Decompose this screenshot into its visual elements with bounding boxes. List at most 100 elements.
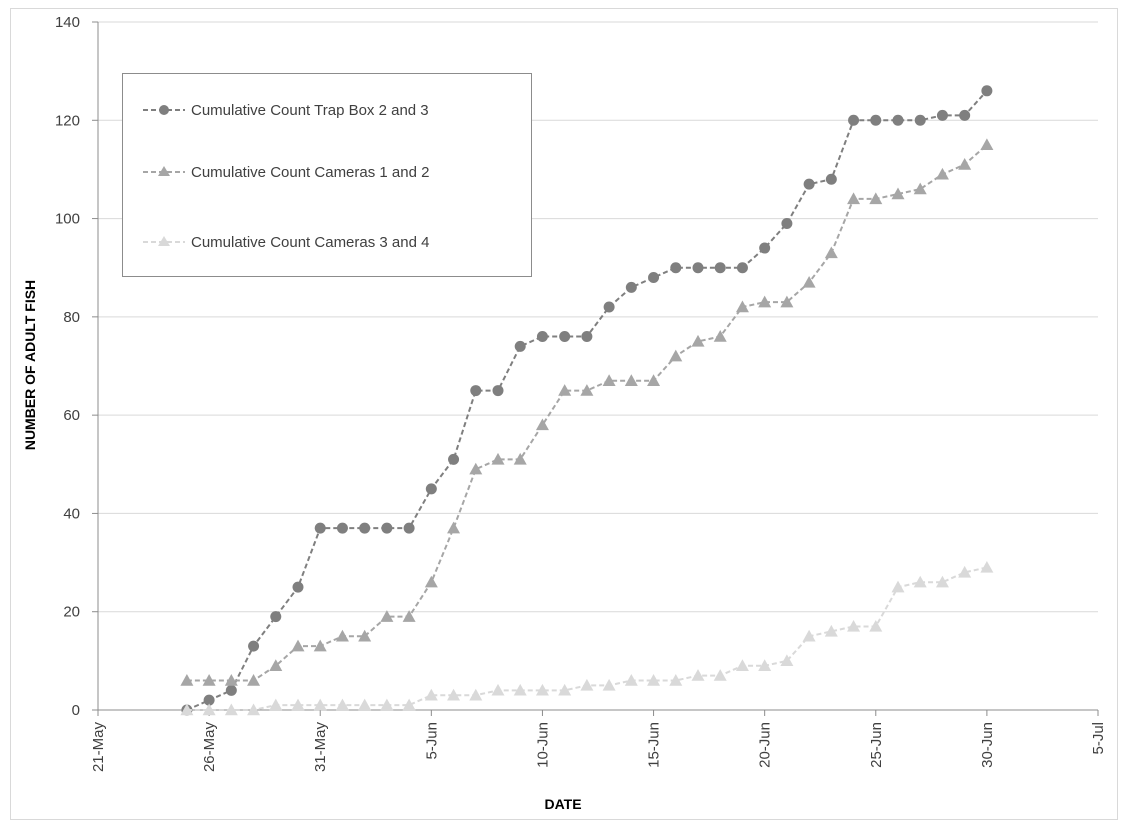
data-point xyxy=(869,192,883,205)
data-point xyxy=(602,374,616,386)
data-point xyxy=(314,522,326,534)
data-point xyxy=(935,575,949,588)
data-point xyxy=(513,452,527,465)
data-point xyxy=(380,610,394,622)
legend-label: Cumulative Count Trap Box 2 and 3 xyxy=(191,101,429,119)
axes: 0 20 40 60 80 100 120 140 21-May 26-May 31-May 5-Ju… xyxy=(55,14,1107,772)
data-point xyxy=(403,522,415,534)
data-point xyxy=(469,688,483,701)
x-tick-label: 30-Jun xyxy=(979,722,996,768)
data-point xyxy=(647,674,661,686)
legend-item-cameras-3-4: Cumulative Count Cameras 3 and 4 xyxy=(141,232,429,252)
series-2 xyxy=(180,138,994,686)
data-point xyxy=(492,385,504,397)
data-point xyxy=(535,418,549,431)
data-point xyxy=(959,109,971,121)
data-point xyxy=(335,629,349,642)
data-point xyxy=(780,295,794,308)
y-tick-label: 120 xyxy=(55,112,80,129)
data-point xyxy=(669,674,683,686)
data-point xyxy=(558,683,572,696)
data-point xyxy=(402,610,416,622)
data-point xyxy=(802,629,816,642)
series xyxy=(180,85,994,716)
legend-label: Cumulative Count Cameras 3 and 4 xyxy=(191,233,430,251)
data-point xyxy=(247,703,261,716)
data-point xyxy=(180,703,194,716)
data-point xyxy=(891,187,905,200)
data-point xyxy=(203,694,215,706)
data-point xyxy=(491,683,505,696)
data-point xyxy=(469,462,483,475)
data-point xyxy=(447,688,461,701)
data-point xyxy=(448,453,460,465)
x-tick-label: 5-Jul xyxy=(1090,722,1107,755)
data-point xyxy=(958,565,972,578)
data-point xyxy=(670,262,682,274)
data-point xyxy=(692,262,704,274)
data-point xyxy=(980,138,994,151)
data-point xyxy=(980,560,994,573)
data-point xyxy=(847,192,861,205)
data-point xyxy=(359,522,371,534)
data-point xyxy=(248,640,260,652)
data-point xyxy=(470,385,482,397)
data-point xyxy=(913,182,927,195)
data-point xyxy=(381,522,393,534)
legend-item-trap-box: Cumulative Count Trap Box 2 and 3 xyxy=(141,100,429,120)
y-tick-label: 0 xyxy=(72,702,80,719)
data-point xyxy=(313,698,327,711)
data-point xyxy=(336,522,348,534)
data-point xyxy=(758,659,772,671)
data-point xyxy=(781,217,793,229)
series-1 xyxy=(181,85,993,716)
data-point xyxy=(514,340,526,352)
data-point xyxy=(625,281,637,293)
legend-swatch-triangle-icon xyxy=(143,236,185,246)
data-point xyxy=(447,521,461,534)
data-point xyxy=(425,483,437,495)
x-tick-label: 26-May xyxy=(201,722,218,773)
legend-swatch-triangle-icon xyxy=(143,166,185,176)
data-point xyxy=(536,331,548,343)
data-point xyxy=(358,698,372,711)
legend-label: Cumulative Count Cameras 1 and 2 xyxy=(191,163,430,181)
data-point xyxy=(491,452,505,465)
data-point xyxy=(224,674,238,686)
data-point xyxy=(936,109,948,121)
data-point xyxy=(580,384,594,396)
data-point xyxy=(424,575,438,588)
data-point xyxy=(648,272,660,284)
data-point xyxy=(380,698,394,711)
data-point xyxy=(647,374,661,386)
data-point xyxy=(291,639,305,652)
data-point xyxy=(558,384,572,396)
y-tick-label: 60 xyxy=(63,407,80,424)
data-point xyxy=(981,85,993,97)
data-point xyxy=(825,173,837,185)
data-point xyxy=(291,698,305,711)
data-point xyxy=(847,619,861,632)
data-point xyxy=(869,619,883,632)
series-3 xyxy=(180,560,994,716)
legend: Cumulative Count Trap Box 2 and 3 Cumula… xyxy=(122,73,532,277)
data-point xyxy=(535,683,549,696)
data-point xyxy=(691,669,705,681)
data-point xyxy=(602,678,616,691)
data-point xyxy=(358,629,372,642)
x-axis-title: DATE xyxy=(544,796,582,812)
data-point xyxy=(603,301,615,313)
legend-swatch-circle-icon xyxy=(143,105,185,115)
data-point xyxy=(892,114,904,126)
data-point xyxy=(580,678,594,691)
data-point xyxy=(714,262,726,274)
data-point xyxy=(803,178,815,190)
data-point xyxy=(559,331,571,343)
y-tick-label: 80 xyxy=(63,309,80,326)
data-point xyxy=(202,674,216,686)
data-point xyxy=(824,246,838,259)
x-tick-label: 21-May xyxy=(90,722,107,773)
x-tick-label: 10-Jun xyxy=(534,722,551,768)
legend-item-cameras-1-2: Cumulative Count Cameras 1 and 2 xyxy=(141,162,429,182)
